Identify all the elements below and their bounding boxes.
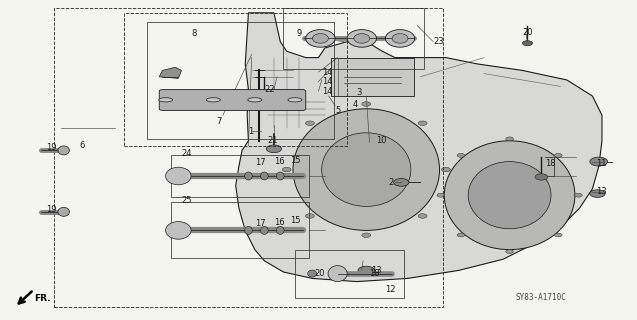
Circle shape <box>306 214 315 218</box>
Text: 24: 24 <box>182 149 192 158</box>
Text: 5: 5 <box>336 106 341 115</box>
Ellipse shape <box>248 98 262 102</box>
Circle shape <box>457 233 465 237</box>
Ellipse shape <box>385 30 415 47</box>
Circle shape <box>506 250 513 253</box>
Circle shape <box>441 167 450 172</box>
Ellipse shape <box>293 109 440 230</box>
Bar <box>283 8 424 69</box>
Ellipse shape <box>276 227 284 234</box>
Ellipse shape <box>166 221 191 239</box>
Polygon shape <box>236 13 602 282</box>
Text: 13: 13 <box>371 266 382 275</box>
Ellipse shape <box>261 172 268 180</box>
Ellipse shape <box>308 270 317 277</box>
Circle shape <box>437 193 445 197</box>
Ellipse shape <box>58 146 69 155</box>
Text: 16: 16 <box>274 218 285 227</box>
Text: 22: 22 <box>264 85 275 94</box>
Circle shape <box>282 167 291 172</box>
Ellipse shape <box>322 133 411 206</box>
Text: 25: 25 <box>182 196 192 204</box>
Text: 19: 19 <box>47 205 57 214</box>
Ellipse shape <box>328 266 347 282</box>
Circle shape <box>575 193 582 197</box>
Bar <box>147 22 334 139</box>
Circle shape <box>535 174 548 180</box>
Text: 19: 19 <box>47 143 57 152</box>
FancyBboxPatch shape <box>159 90 306 110</box>
Text: 14: 14 <box>322 77 332 86</box>
Polygon shape <box>331 58 414 96</box>
Circle shape <box>590 157 608 166</box>
Bar <box>295 250 404 298</box>
Bar <box>124 13 347 146</box>
Text: 21: 21 <box>268 136 278 145</box>
Ellipse shape <box>354 34 369 43</box>
Circle shape <box>554 154 562 157</box>
Bar <box>171 155 309 197</box>
Text: 16: 16 <box>274 157 285 166</box>
Text: 13: 13 <box>596 188 606 196</box>
Ellipse shape <box>245 172 252 180</box>
Ellipse shape <box>166 167 191 185</box>
Ellipse shape <box>347 30 376 47</box>
Circle shape <box>506 137 513 141</box>
Ellipse shape <box>288 98 302 102</box>
Circle shape <box>418 121 427 125</box>
Text: 14: 14 <box>322 68 332 76</box>
Text: 15: 15 <box>290 216 301 225</box>
Text: 18: 18 <box>545 159 555 168</box>
Ellipse shape <box>58 207 69 216</box>
Text: SY83-A1710C: SY83-A1710C <box>516 293 567 302</box>
Text: 9: 9 <box>296 29 301 38</box>
Text: FR.: FR. <box>34 294 50 303</box>
Circle shape <box>306 121 315 125</box>
Text: 3: 3 <box>357 88 362 97</box>
Text: 1: 1 <box>248 127 254 136</box>
Circle shape <box>362 102 371 106</box>
Text: 18: 18 <box>369 269 380 278</box>
Ellipse shape <box>159 98 173 102</box>
Ellipse shape <box>444 141 575 250</box>
Text: 15: 15 <box>290 156 301 164</box>
Text: 23: 23 <box>433 37 444 46</box>
Text: 7: 7 <box>217 117 222 126</box>
Bar <box>54 8 443 307</box>
Circle shape <box>554 233 562 237</box>
Ellipse shape <box>306 30 335 47</box>
Ellipse shape <box>312 34 329 43</box>
Ellipse shape <box>392 34 408 43</box>
Ellipse shape <box>468 162 551 229</box>
Circle shape <box>418 214 427 218</box>
Bar <box>171 202 309 258</box>
Text: 17: 17 <box>255 158 266 167</box>
Text: 10: 10 <box>376 136 386 145</box>
Ellipse shape <box>206 98 220 102</box>
Polygon shape <box>159 67 182 78</box>
Text: 8: 8 <box>191 29 196 38</box>
Circle shape <box>358 266 375 275</box>
Text: 20: 20 <box>314 269 324 278</box>
Text: 12: 12 <box>385 285 396 294</box>
Circle shape <box>522 41 533 46</box>
Circle shape <box>362 233 371 237</box>
Ellipse shape <box>276 172 284 180</box>
Circle shape <box>266 145 282 153</box>
Circle shape <box>590 190 605 197</box>
Text: 17: 17 <box>255 219 266 228</box>
Text: 14: 14 <box>322 87 332 96</box>
Text: 20: 20 <box>522 28 533 36</box>
Circle shape <box>457 154 465 157</box>
Text: 6: 6 <box>80 141 85 150</box>
Text: 11: 11 <box>596 159 606 168</box>
Ellipse shape <box>261 227 268 234</box>
Text: 2: 2 <box>389 178 394 187</box>
Text: 4: 4 <box>352 100 357 109</box>
Ellipse shape <box>245 227 252 234</box>
Circle shape <box>394 179 409 186</box>
